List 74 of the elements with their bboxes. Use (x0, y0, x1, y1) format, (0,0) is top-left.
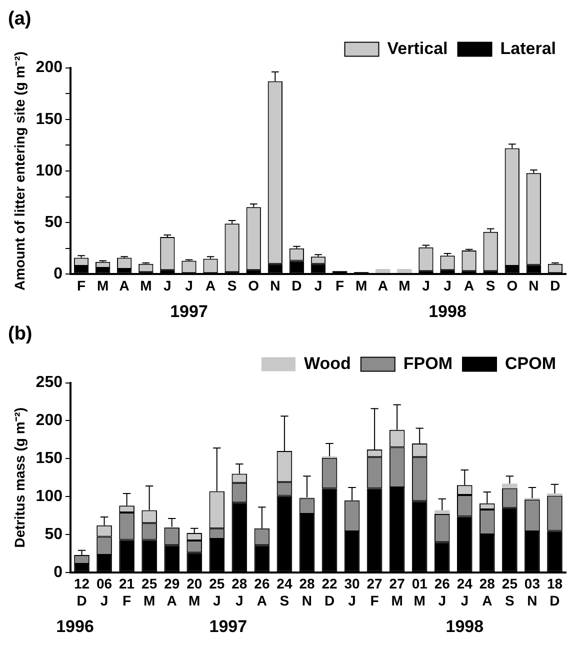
x-tick-label: 24 S (276, 576, 292, 608)
y-axis-title: Amount of litter entering site (g m⁻²) (11, 51, 28, 291)
x-tick-label: O (506, 277, 518, 294)
x-tick-label: 21 F (119, 576, 135, 608)
x-tick-label: 26 A (254, 576, 270, 608)
text: 1996 (56, 617, 94, 636)
x-tick-label: 06 J (96, 576, 112, 608)
legend-label: Lateral (500, 38, 556, 58)
y-tick-label: 200 (36, 59, 63, 76)
bar (376, 269, 390, 274)
x-tick-label: J (422, 277, 430, 294)
bar (397, 269, 412, 274)
text: 1998 (446, 617, 484, 636)
x-tick-label: 22 D (322, 576, 338, 608)
x-tick-label: 25 J (209, 576, 225, 608)
x-tick-label: 24 J (456, 576, 473, 608)
x-tick-label: 25 M (142, 576, 158, 608)
x-tick-label: S (227, 277, 237, 294)
x-tick-label: 27 M (389, 576, 406, 608)
text: 1998 (428, 302, 466, 322)
y-tick-label: 150 (36, 110, 63, 128)
bar (502, 484, 518, 488)
x-tick-label: F (76, 277, 86, 294)
x-tick-label: 28 A (479, 576, 496, 608)
x-tick-label: D (550, 277, 560, 294)
x-tick-label: J (164, 277, 172, 294)
y-tick-label: 0 (54, 266, 63, 283)
x-tick-label: 30 J (344, 576, 360, 608)
x-tick-label: 03 N (524, 576, 540, 608)
x-tick-label: 27 F (366, 576, 383, 608)
legend-label: Wood (304, 354, 351, 373)
x-tick-label: M (398, 277, 410, 294)
x-tick-label: M (140, 277, 152, 294)
y-axis-title: Detritus mass (g m⁻²) (11, 407, 28, 548)
y-tick-label: 200 (36, 412, 63, 430)
x-tick-label: A (464, 277, 474, 294)
x-tick-label: 25 S (502, 576, 518, 608)
x-tick-label: 12 D (74, 576, 90, 608)
y-tick-label: 250 (36, 374, 63, 392)
x-tick-label: D (292, 277, 302, 294)
y-tick-label: 50 (44, 526, 63, 543)
x-tick-label: A (205, 277, 216, 294)
x-tick-label: M (356, 277, 368, 294)
text: 1997 (170, 302, 208, 322)
y-tick-label: 100 (36, 488, 63, 505)
text: 1997 (209, 617, 248, 636)
x-tick-label: N (528, 277, 539, 294)
x-tick-label: S (486, 277, 496, 294)
x-tick-label: 26 J (434, 576, 450, 608)
x-tick-label: 18 D (546, 576, 563, 608)
bar (434, 510, 450, 514)
x-tick-label: O (248, 277, 260, 294)
x-tick-label: 20 M (186, 576, 202, 608)
x-tick-label: M (96, 277, 109, 294)
x-tick-label: 28 J (232, 576, 248, 608)
y-tick-label: 50 (44, 214, 63, 232)
legend-label: Vertical (387, 38, 448, 58)
y-tick-label: 150 (36, 450, 63, 468)
x-tick-label: J (185, 277, 193, 294)
x-tick-label: 01 M (412, 576, 428, 608)
y-tick-label: 100 (36, 162, 63, 180)
legend-label: CPOM (505, 354, 556, 373)
y-tick-label: 0 (54, 564, 63, 581)
x-tick-label: 28 N (299, 576, 315, 608)
x-tick-label: N (270, 277, 280, 294)
chart-title: (b) (8, 324, 32, 345)
x-tick-label: J (314, 277, 322, 294)
x-tick-label: A (378, 277, 388, 294)
x-tick-label: J (444, 277, 452, 294)
x-tick-label: F (336, 277, 345, 294)
chart-title: (a) (8, 8, 32, 30)
x-tick-label: A (119, 277, 130, 294)
x-tick-label: 29 A (164, 576, 180, 608)
legend-label: FPOM (403, 354, 452, 373)
